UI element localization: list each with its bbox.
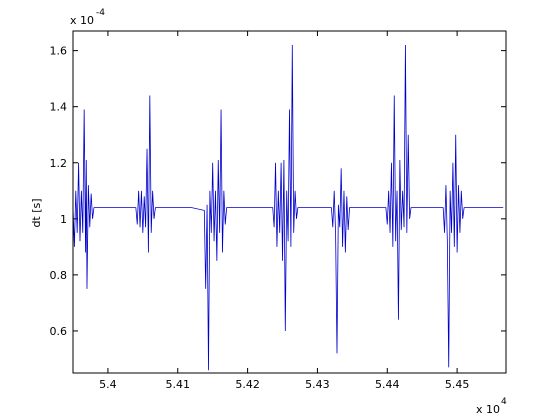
tick-layer (73, 31, 506, 373)
x-tick-label: 5.4 (99, 378, 117, 391)
x-tick-label: 5.45 (445, 378, 470, 391)
y-tick-label: 1.6 (50, 45, 68, 58)
x-tick-label: 5.42 (235, 378, 260, 391)
x-tick-label: 5.43 (305, 378, 330, 391)
x-tick-label: 5.44 (375, 378, 400, 391)
tick-label-layer: 5.4 5.41 5.42 5.43 5.44 5.45 0.6 0.8 1 1.2 1.4 1.6 (50, 45, 470, 391)
y-axis-label: dt [s] (30, 198, 43, 227)
x-multiplier-label: x 10 (476, 403, 500, 416)
y-tick-label: 0.8 (50, 269, 68, 282)
y-multiplier-label: x 10 (70, 14, 94, 27)
plot-area-frame (72, 30, 507, 374)
y-tick-label: 0.6 (50, 325, 68, 338)
series-line (72, 45, 504, 371)
y-tick-label: 1 (60, 213, 67, 226)
y-tick-label: 1.4 (50, 101, 68, 114)
x-tick-label: 5.41 (166, 378, 191, 391)
y-multiplier-exponent: -4 (96, 8, 105, 18)
x-multiplier-exponent: 4 (501, 397, 507, 407)
y-tick-label: 1.2 (50, 157, 68, 170)
